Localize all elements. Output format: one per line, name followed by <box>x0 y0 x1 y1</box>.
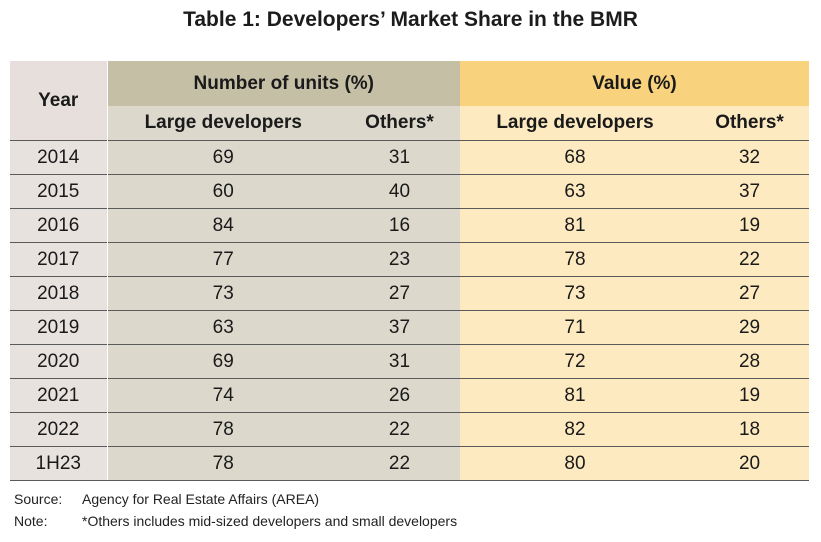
units-large-cell: 77 <box>107 242 339 277</box>
value-large-cell: 78 <box>460 242 690 277</box>
year-cell: 2016 <box>10 208 108 243</box>
year-cell: 2014 <box>10 140 108 175</box>
units-others-cell: 37 <box>339 310 460 345</box>
table-row: 1H23 78 22 80 20 <box>10 446 810 481</box>
year-cell: 1H23 <box>10 446 108 481</box>
units-others-cell: 31 <box>339 140 460 175</box>
value-others-cell: 32 <box>690 140 810 175</box>
year-cell: 2017 <box>10 242 108 277</box>
units-large-cell: 69 <box>107 344 339 379</box>
units-large-cell: 60 <box>107 174 339 209</box>
units-large-cell: 63 <box>107 310 339 345</box>
value-others-cell: 19 <box>690 378 810 413</box>
table-row: 2021 74 26 81 19 <box>10 378 810 413</box>
units-others-cell: 22 <box>339 446 460 481</box>
year-cell: 2020 <box>10 344 108 379</box>
value-large-cell: 68 <box>460 140 690 175</box>
units-others-cell: 22 <box>339 412 460 447</box>
units-large-cell: 84 <box>107 208 339 243</box>
value-others-cell: 19 <box>690 208 810 243</box>
units-others-cell: 26 <box>339 378 460 413</box>
units-others-cell: 31 <box>339 344 460 379</box>
value-others-cell: 27 <box>690 276 810 311</box>
note-text: *Others includes mid-sized developers an… <box>82 513 458 529</box>
units-group-header: Number of units (%) <box>107 61 460 106</box>
value-others-cell: 37 <box>690 174 810 209</box>
value-others-cell: 20 <box>690 446 810 481</box>
table-row: 2018 73 27 73 27 <box>10 276 810 311</box>
table-row: 2020 69 31 72 28 <box>10 344 810 379</box>
value-others-cell: 29 <box>690 310 810 345</box>
source-text: Agency for Real Estate Affairs (AREA) <box>82 491 320 507</box>
value-large-cell: 72 <box>460 344 690 379</box>
value-large-cell: 71 <box>460 310 690 345</box>
footnotes: Source: Agency for Real Estate Affairs (… <box>14 491 457 535</box>
value-large-cell: 81 <box>460 378 690 413</box>
value-others-header: Others* <box>690 106 810 141</box>
units-large-cell: 78 <box>107 446 339 481</box>
units-others-cell: 27 <box>339 276 460 311</box>
table-row: 2019 63 37 71 29 <box>10 310 810 345</box>
units-large-header: Large developers <box>107 106 339 141</box>
table-row: 2014 69 31 68 32 <box>10 140 810 175</box>
value-large-cell: 63 <box>460 174 690 209</box>
year-cell: 2015 <box>10 174 108 209</box>
table-title: Table 1: Developers’ Market Share in the… <box>183 8 638 31</box>
value-others-cell: 22 <box>690 242 810 277</box>
units-large-cell: 69 <box>107 140 339 175</box>
units-large-cell: 78 <box>107 412 339 447</box>
year-cell: 2021 <box>10 378 108 413</box>
year-cell: 2022 <box>10 412 108 447</box>
source-line: Source: Agency for Real Estate Affairs (… <box>14 491 457 513</box>
table-row: 2016 84 16 81 19 <box>10 208 810 243</box>
year-cell: 2018 <box>10 276 108 311</box>
units-others-cell: 23 <box>339 242 460 277</box>
table-row: 2017 77 23 78 22 <box>10 242 810 277</box>
market-share-table: Year Number of units (%) Value (%) Large… <box>10 61 810 481</box>
value-large-header: Large developers <box>460 106 690 141</box>
value-others-cell: 18 <box>690 412 810 447</box>
source-label: Source: <box>14 491 63 507</box>
year-header: Year <box>10 61 108 141</box>
note-label: Note: <box>14 513 48 529</box>
value-large-cell: 81 <box>460 208 690 243</box>
note-line: Note: *Others includes mid-sized develop… <box>14 513 457 535</box>
units-large-cell: 74 <box>107 378 339 413</box>
table-row: 2015 60 40 63 37 <box>10 174 810 209</box>
value-group-header: Value (%) <box>460 61 810 106</box>
units-large-cell: 73 <box>107 276 339 311</box>
year-cell: 2019 <box>10 310 108 345</box>
table-row: 2022 78 22 82 18 <box>10 412 810 447</box>
value-large-cell: 80 <box>460 446 690 481</box>
value-large-cell: 82 <box>460 412 690 447</box>
value-others-cell: 28 <box>690 344 810 379</box>
units-others-cell: 40 <box>339 174 460 209</box>
value-large-cell: 73 <box>460 276 690 311</box>
units-others-header: Others* <box>339 106 460 141</box>
units-others-cell: 16 <box>339 208 460 243</box>
